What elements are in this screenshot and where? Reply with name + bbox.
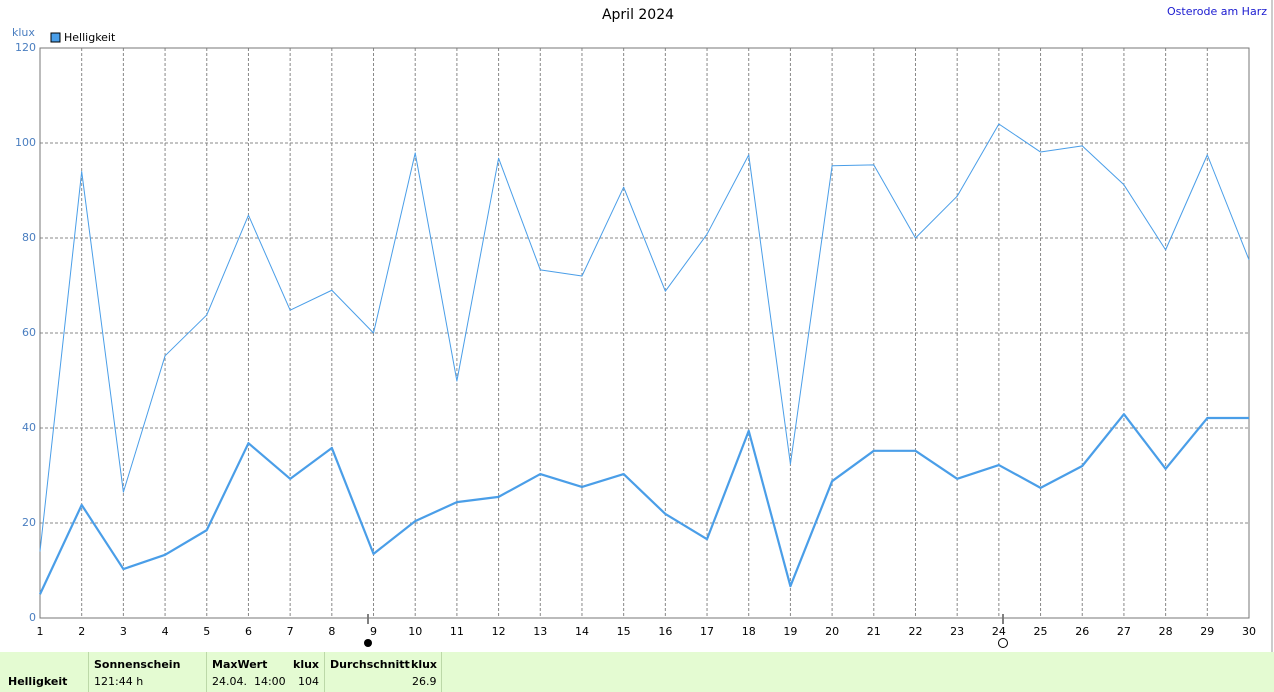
x-tick-label: 1 xyxy=(37,625,44,638)
y-tick-label: 100 xyxy=(15,136,36,149)
chart-title: April 2024 xyxy=(602,7,674,23)
y-tick-label: 60 xyxy=(22,326,36,339)
header: Sonnenschein xyxy=(94,658,181,671)
y-tick-label: 40 xyxy=(22,421,36,434)
x-tick-label: 28 xyxy=(1159,625,1173,638)
x-tick-label: 15 xyxy=(617,625,631,638)
x-tick-label: 30 xyxy=(1242,625,1256,638)
unit: klux xyxy=(411,658,438,671)
x-tick-label: 3 xyxy=(120,625,127,638)
x-tick-label: 10 xyxy=(408,625,422,638)
x-tick-label: 6 xyxy=(245,625,252,638)
x-tick-label: 8 xyxy=(328,625,335,638)
moon-icon xyxy=(998,638,1008,648)
header: MaxWert xyxy=(212,658,268,671)
x-tick-label: 24 xyxy=(992,625,1006,638)
x-tick-label: 5 xyxy=(203,625,210,638)
x-tick-label: 17 xyxy=(700,625,714,638)
x-tick-label: 13 xyxy=(533,625,547,638)
x-tick-label: 22 xyxy=(908,625,922,638)
x-tick-label: 29 xyxy=(1200,625,1214,638)
value: 104 xyxy=(298,675,319,688)
row-label: Helligkeit xyxy=(8,675,68,688)
data-line xyxy=(39,413,1249,595)
unit: klux xyxy=(293,658,320,671)
x-tick-label: 26 xyxy=(1075,625,1089,638)
plot-frame xyxy=(39,47,1250,619)
x-tick-label: 2 xyxy=(78,625,85,638)
x-tick-label: 18 xyxy=(742,625,756,638)
x-tick-label: 16 xyxy=(658,625,672,638)
x-tick-label: 27 xyxy=(1117,625,1131,638)
data-line xyxy=(39,123,1250,552)
value: 26.9 xyxy=(412,675,437,688)
x-tick-label: 19 xyxy=(783,625,797,638)
legend-swatch xyxy=(50,32,61,43)
x-tick-label: 23 xyxy=(950,625,964,638)
x-tick-label: 20 xyxy=(825,625,839,638)
legend-label: Helligkeit xyxy=(64,31,116,44)
moon-icon xyxy=(364,639,372,647)
y-tick-label: 20 xyxy=(22,516,36,529)
value: 121:44 h xyxy=(94,675,144,688)
x-tick-label: 9 xyxy=(370,625,377,638)
y-axis-label: klux xyxy=(12,26,35,39)
x-tick-label: 12 xyxy=(492,625,506,638)
x-tick-label: 11 xyxy=(450,625,464,638)
x-tick-label: 14 xyxy=(575,625,589,638)
summary-panel: Helligkeit Sonnenschein 121:44 h MaxWert… xyxy=(0,652,1274,692)
header: Durchschnitt xyxy=(330,658,410,671)
x-tick-label: 7 xyxy=(287,625,294,638)
x-tick-label: 25 xyxy=(1034,625,1048,638)
x-tick-label: 4 xyxy=(162,625,169,638)
x-tick-label: 21 xyxy=(867,625,881,638)
location: Osterode am Harz xyxy=(1167,5,1267,18)
value: 24.04. 14:00 xyxy=(212,675,286,688)
y-tick-label: 0 xyxy=(29,611,36,624)
y-tick-label: 80 xyxy=(22,231,36,244)
y-tick-label: 120 xyxy=(15,41,36,54)
chart: April 2024 Osterode am Harz klux 0 20 40 60… xyxy=(12,0,1273,652)
